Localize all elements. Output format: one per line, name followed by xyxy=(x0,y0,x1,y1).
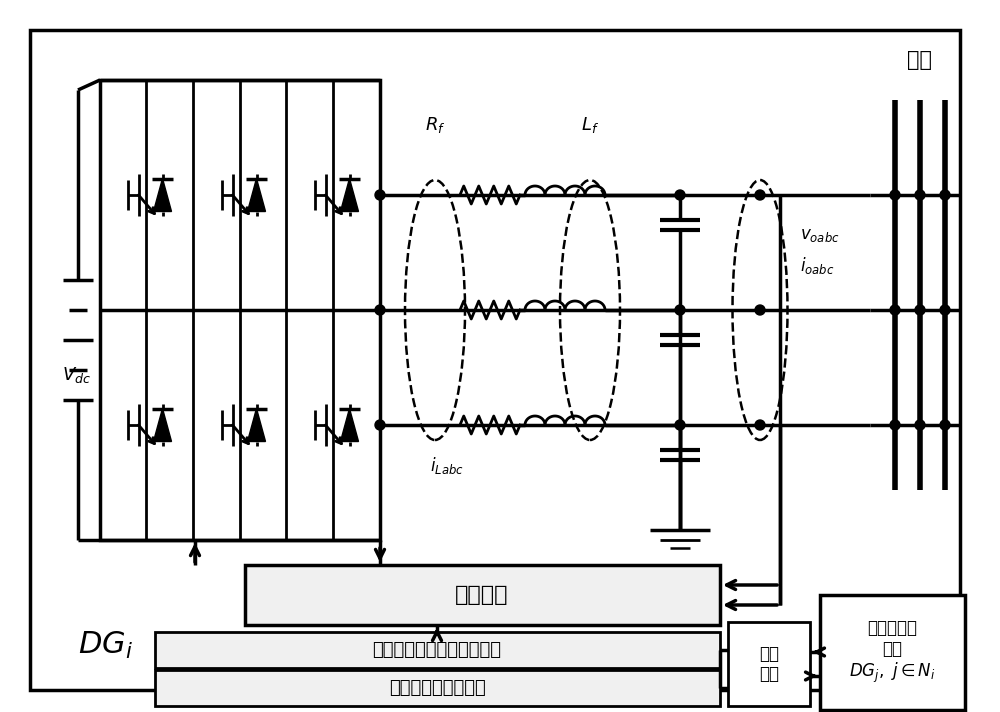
Text: 相邻分布式
电源
$DG_j,\ j\in N_i$: 相邻分布式 电源 $DG_j,\ j\in N_i$ xyxy=(849,619,935,685)
Circle shape xyxy=(890,190,900,200)
Bar xyxy=(100,80,380,540)
Polygon shape xyxy=(154,179,172,211)
Text: $v_{oabc}$: $v_{oabc}$ xyxy=(800,226,840,244)
Polygon shape xyxy=(248,179,266,211)
Circle shape xyxy=(915,420,925,430)
Circle shape xyxy=(915,190,925,200)
Text: 初级控制: 初级控制 xyxy=(455,585,509,605)
Polygon shape xyxy=(248,409,266,441)
Circle shape xyxy=(755,190,765,200)
Text: 分布式三次功率控制: 分布式三次功率控制 xyxy=(389,679,485,697)
Circle shape xyxy=(375,420,385,430)
Bar xyxy=(728,622,810,706)
Circle shape xyxy=(940,305,950,315)
Circle shape xyxy=(675,420,685,430)
Polygon shape xyxy=(154,409,172,441)
Text: $i_{Labc}$: $i_{Labc}$ xyxy=(430,454,464,476)
Circle shape xyxy=(375,305,385,315)
Circle shape xyxy=(675,190,685,200)
Circle shape xyxy=(675,305,685,315)
Polygon shape xyxy=(340,409,358,441)
Text: $V_{dc}$: $V_{dc}$ xyxy=(62,365,91,385)
Circle shape xyxy=(915,305,925,315)
Circle shape xyxy=(375,190,385,200)
Text: $R_f$: $R_f$ xyxy=(425,115,445,135)
Bar xyxy=(155,632,720,668)
Circle shape xyxy=(755,420,765,430)
Circle shape xyxy=(890,420,900,430)
Text: 通信
网络: 通信 网络 xyxy=(759,644,779,684)
Bar xyxy=(245,565,720,625)
Text: 母线: 母线 xyxy=(908,50,932,70)
Bar xyxy=(820,595,965,710)
Polygon shape xyxy=(340,179,358,211)
Circle shape xyxy=(940,190,950,200)
Text: $L_f$: $L_f$ xyxy=(581,115,599,135)
Circle shape xyxy=(890,305,900,315)
Bar xyxy=(155,670,720,706)
Text: $i_{oabc}$: $i_{oabc}$ xyxy=(800,254,834,276)
Text: 分布式二次电压、频率控制: 分布式二次电压、频率控制 xyxy=(372,641,502,659)
Circle shape xyxy=(940,420,950,430)
Text: $DG_i$: $DG_i$ xyxy=(78,629,132,661)
Circle shape xyxy=(755,305,765,315)
